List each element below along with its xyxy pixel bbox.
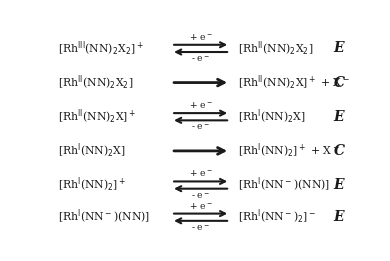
Text: [Rh$^{\rm I}$(NN)$_2$X]: [Rh$^{\rm I}$(NN)$_2$X] [58,142,126,160]
Text: - e$^-$: - e$^-$ [191,123,210,132]
Text: [Rh$^{\rm I}$(NN$^-$)(NN)]: [Rh$^{\rm I}$(NN$^-$)(NN)] [58,208,150,226]
Text: [Rh$^{\rm I}$(NN)$_2$]$^+$: [Rh$^{\rm I}$(NN)$_2$]$^+$ [58,176,126,194]
Text: [Rh$^{\rm I}$(NN$^-$)(NN)]: [Rh$^{\rm I}$(NN$^-$)(NN)] [238,176,330,194]
Text: [Rh$^{\rm II}$(NN)$_2$X]$^+$: [Rh$^{\rm II}$(NN)$_2$X]$^+$ [58,108,136,126]
Text: + e$^-$: + e$^-$ [189,201,213,211]
Text: [Rh$^{\rm I}$(NN)$_2$]$^+$ + X$^-$: [Rh$^{\rm I}$(NN)$_2$]$^+$ + X$^-$ [238,142,339,160]
Text: + e$^-$: + e$^-$ [189,100,213,110]
Text: [Rh$^{\rm II}$(NN)$_2$X$_2$]: [Rh$^{\rm II}$(NN)$_2$X$_2$] [58,73,133,92]
Text: [Rh$^{\rm I}$(NN$^-$)$_2$]$^-$: [Rh$^{\rm I}$(NN$^-$)$_2$]$^-$ [238,208,316,226]
Text: [Rh$^{\rm III}$(NN)$_2$X$_2$]$^+$: [Rh$^{\rm III}$(NN)$_2$X$_2$]$^+$ [58,39,144,57]
Text: [Rh$^{\rm II}$(NN)$_2$X$_2$]: [Rh$^{\rm II}$(NN)$_2$X$_2$] [238,39,313,57]
Text: C: C [333,76,344,90]
Text: E: E [333,210,344,224]
Text: E: E [333,41,344,55]
Text: - e$^-$: - e$^-$ [191,191,210,201]
Text: [Rh$^{\rm II}$(NN)$_2$X]$^+$ + X$^-$: [Rh$^{\rm II}$(NN)$_2$X]$^+$ + X$^-$ [238,73,349,92]
Text: - e$^-$: - e$^-$ [191,223,210,233]
Text: + e$^-$: + e$^-$ [189,32,213,42]
Text: C: C [333,144,344,158]
Text: + e$^-$: + e$^-$ [189,168,213,179]
Text: E: E [333,110,344,124]
Text: - e$^-$: - e$^-$ [191,55,210,64]
Text: [Rh$^{\rm I}$(NN)$_2$X]: [Rh$^{\rm I}$(NN)$_2$X] [238,108,305,126]
Text: E: E [333,178,344,192]
